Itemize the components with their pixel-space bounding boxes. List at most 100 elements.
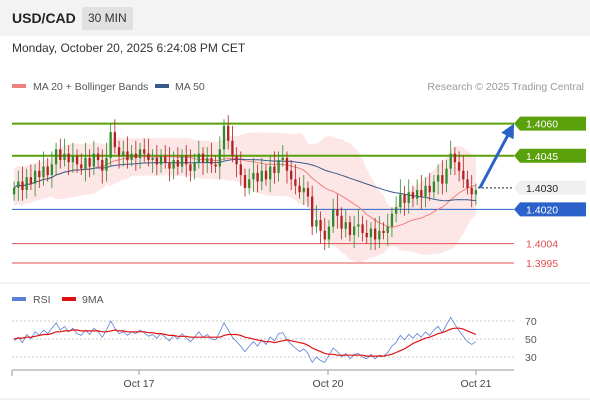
candle-15: [75, 149, 79, 173]
candle-body: [281, 157, 284, 161]
candle-40: [180, 149, 184, 173]
candle-body: [96, 153, 100, 161]
candle-body: [298, 185, 301, 193]
ma20-legend-label: MA 20 + Bollinger Bands: [33, 81, 148, 93]
timeframe-badge[interactable]: 30 MIN: [82, 7, 133, 30]
candle-73: [319, 211, 322, 244]
candle-106: [457, 151, 461, 182]
candle-36: [164, 145, 167, 169]
candle-body: [432, 181, 436, 193]
candle-body: [382, 230, 385, 233]
candle-104: [449, 140, 452, 176]
candle-33: [151, 149, 154, 173]
candle-body: [155, 157, 158, 165]
candle-90: [390, 207, 394, 238]
candle-78: [340, 207, 343, 240]
candle-100: [432, 175, 436, 199]
candle-body: [88, 157, 91, 167]
candle-5: [33, 164, 37, 197]
candle-body: [222, 125, 226, 150]
candle-body: [231, 140, 234, 156]
rsi-ma-legend-swatch: [62, 297, 76, 301]
candle-body: [399, 194, 402, 208]
candle-body: [201, 153, 205, 163]
candle-52: [231, 125, 234, 163]
candle-94: [407, 179, 410, 214]
candle-10: [54, 142, 58, 176]
candle-body: [470, 187, 473, 195]
candle-30: [138, 142, 142, 169]
candle-body: [54, 149, 58, 165]
candle-body: [176, 160, 179, 167]
candle-body: [33, 170, 37, 184]
level-box-bg: [514, 116, 586, 131]
moving-averages: [13, 155, 477, 228]
candle-37: [168, 147, 171, 182]
candle-body: [46, 166, 49, 176]
candle-35: [159, 149, 163, 173]
candle-49: [218, 136, 221, 180]
candle-85: [369, 222, 373, 251]
level-box-bg: [514, 180, 586, 195]
level-box-1-4060: 1.4060: [514, 116, 586, 131]
candle-55: [243, 168, 247, 197]
level-box-bg: [514, 202, 586, 217]
price-levels: [12, 122, 514, 264]
candle-101: [436, 164, 440, 195]
candle-63: [277, 151, 280, 182]
rsi-grid: 70 50 30: [12, 316, 537, 364]
candle-38: [172, 151, 175, 180]
candle-body: [424, 185, 427, 197]
candle-43: [193, 153, 196, 180]
candle-70: [306, 181, 310, 208]
candle-body: [315, 220, 318, 227]
candle-56: [248, 168, 251, 195]
candle-24: [113, 119, 117, 154]
candle-body: [260, 170, 263, 182]
candle-body: [361, 224, 364, 233]
copyright-label: Research © 2025 Trading Central: [427, 81, 584, 93]
candle-body: [453, 153, 457, 163]
candle-body: [243, 175, 247, 188]
candle-body: [457, 162, 461, 171]
rsi-tick-label: 50: [525, 334, 537, 346]
candle-body: [407, 192, 410, 203]
bollinger-bands: [14, 132, 476, 263]
candle-body: [323, 230, 326, 240]
candle-body: [466, 179, 469, 188]
candle-body: [134, 153, 138, 158]
candle-58: [256, 164, 259, 193]
candle-83: [361, 215, 364, 242]
candle-body: [235, 155, 238, 165]
candle-body: [164, 155, 167, 163]
candle-28: [130, 145, 133, 167]
candle-body: [71, 155, 75, 163]
level-box-1-4030: 1.4030: [514, 180, 586, 195]
candle-81: [352, 215, 356, 248]
candle-0: [12, 181, 16, 201]
candle-body: [344, 222, 347, 229]
candle-93: [403, 185, 406, 216]
candle-47: [210, 142, 213, 173]
candle-body: [441, 175, 444, 184]
time-axis: Oct 17 Oct 20 Oct 21: [11, 369, 514, 390]
candle-80: [348, 215, 352, 242]
candle-48: [214, 155, 217, 173]
candle-body: [403, 194, 406, 203]
candle-body: [168, 162, 171, 169]
candle-68: [298, 177, 301, 199]
rsi-line: [13, 316, 477, 364]
candle-109: [470, 175, 473, 208]
level-label: 1.4060: [526, 119, 558, 131]
candle-19: [92, 140, 96, 176]
level-box-1-4045: 1.4045: [514, 148, 586, 163]
candle-26: [122, 140, 125, 167]
ma50-legend-label: MA 50: [175, 81, 205, 93]
candle-67: [294, 164, 297, 195]
candle-97: [420, 175, 423, 210]
candle-body: [63, 153, 66, 161]
candle-107: [462, 155, 465, 188]
candle-body: [252, 172, 255, 180]
candle-body: [273, 166, 276, 173]
candle-7: [42, 151, 45, 186]
